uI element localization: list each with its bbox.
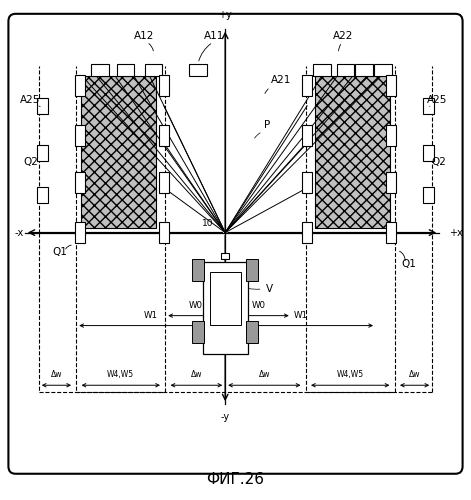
Bar xyxy=(75,125,85,146)
Text: W1: W1 xyxy=(144,310,158,320)
Bar xyxy=(116,64,134,76)
Text: Q2: Q2 xyxy=(23,158,38,168)
Bar xyxy=(302,172,312,194)
Text: ФИГ.26: ФИГ.26 xyxy=(206,472,265,487)
Text: -x: -x xyxy=(15,228,24,237)
Bar xyxy=(422,145,434,161)
Text: Δw: Δw xyxy=(409,370,420,380)
Bar xyxy=(422,98,434,114)
Bar xyxy=(75,222,85,243)
Text: P: P xyxy=(264,120,270,130)
Bar xyxy=(386,125,396,146)
Bar xyxy=(159,172,169,194)
Text: A21: A21 xyxy=(271,76,291,86)
Bar xyxy=(159,76,169,96)
Text: W0: W0 xyxy=(188,300,202,310)
Text: W0: W0 xyxy=(252,300,266,310)
Bar xyxy=(37,145,49,161)
FancyBboxPatch shape xyxy=(8,14,463,474)
Bar xyxy=(221,252,229,259)
Bar xyxy=(386,222,396,243)
Text: Δw: Δw xyxy=(259,370,270,380)
Text: Q1: Q1 xyxy=(402,260,416,270)
Text: A11: A11 xyxy=(204,30,225,40)
Text: W4,W5: W4,W5 xyxy=(337,370,364,380)
Bar xyxy=(203,262,248,354)
Bar xyxy=(189,64,207,76)
Bar xyxy=(37,98,49,114)
Bar xyxy=(159,125,169,146)
Bar xyxy=(337,64,355,76)
Bar xyxy=(145,64,162,76)
Text: Δw: Δw xyxy=(191,370,202,380)
Text: V: V xyxy=(266,284,273,294)
Text: -y: -y xyxy=(220,412,230,422)
Text: Δw: Δw xyxy=(51,370,62,380)
Text: Q2: Q2 xyxy=(432,158,447,168)
Bar xyxy=(302,125,312,146)
Bar xyxy=(246,321,259,343)
Text: W1: W1 xyxy=(293,310,308,320)
Bar xyxy=(422,188,434,204)
Text: Q1: Q1 xyxy=(52,247,67,257)
Bar xyxy=(386,76,396,96)
Text: +x: +x xyxy=(448,228,463,237)
Text: A22: A22 xyxy=(333,30,353,40)
Text: A12: A12 xyxy=(134,30,154,40)
Text: W4,W5: W4,W5 xyxy=(107,370,134,380)
Bar xyxy=(302,222,312,243)
Bar xyxy=(355,64,373,76)
Text: +y: +y xyxy=(219,10,232,20)
Bar xyxy=(246,259,259,281)
Bar xyxy=(302,76,312,96)
Text: A25: A25 xyxy=(427,96,447,106)
Bar xyxy=(81,76,156,228)
Bar xyxy=(192,259,204,281)
Bar xyxy=(37,188,49,204)
Text: A25: A25 xyxy=(20,96,41,106)
Bar xyxy=(210,272,241,324)
Bar xyxy=(75,172,85,194)
Bar xyxy=(192,321,204,343)
Bar xyxy=(386,172,396,194)
Bar xyxy=(159,222,169,243)
Bar xyxy=(315,76,390,228)
Bar xyxy=(91,64,109,76)
Bar xyxy=(313,64,331,76)
Bar xyxy=(75,76,85,96)
Bar xyxy=(374,64,392,76)
Text: 10: 10 xyxy=(202,219,213,228)
